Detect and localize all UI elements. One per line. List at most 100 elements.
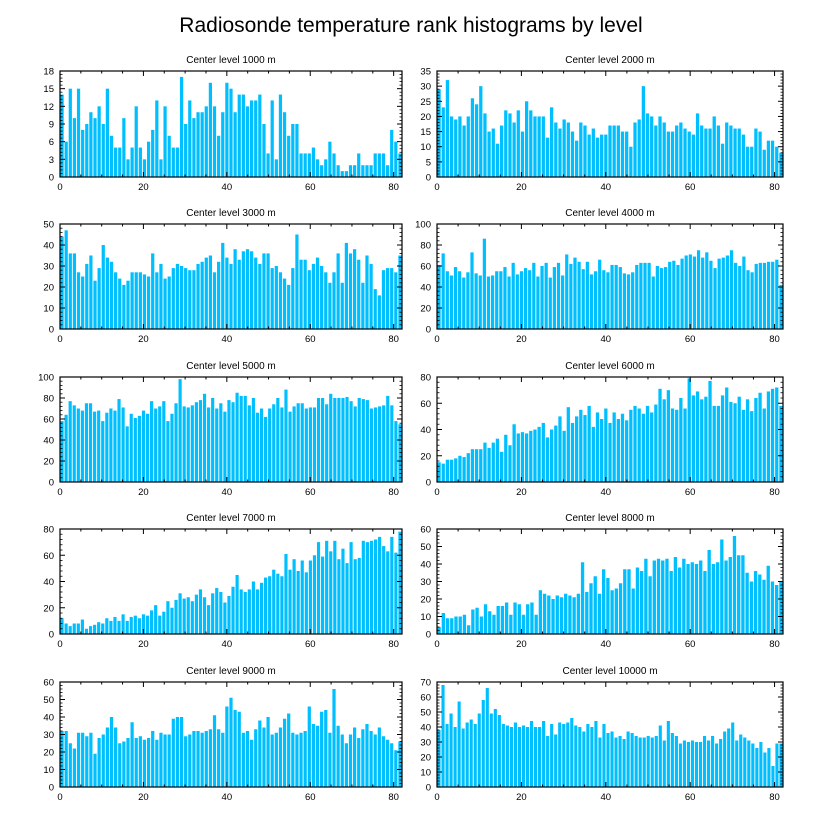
x-tick-label: 80 — [388, 334, 399, 345]
histogram-bar — [219, 592, 223, 634]
histogram-bar — [60, 421, 64, 482]
histogram-bar — [133, 615, 137, 635]
histogram-bar — [701, 257, 705, 329]
histogram-bar — [353, 559, 357, 634]
histogram-bar — [643, 262, 647, 329]
histogram-bar — [642, 737, 646, 787]
histogram-bar — [608, 125, 612, 177]
histogram-bar — [167, 135, 171, 177]
y-tick-label: 15 — [43, 84, 54, 95]
histogram-bar — [520, 131, 525, 177]
histogram-bar — [72, 118, 77, 177]
histogram-bar — [758, 574, 762, 634]
histogram-bar — [118, 278, 122, 329]
histogram-bar — [196, 112, 200, 177]
histogram-bar — [779, 581, 783, 634]
histogram-bar — [382, 546, 386, 634]
histogram-bar — [491, 442, 495, 483]
histogram-bar — [207, 605, 211, 635]
histogram-bar — [118, 743, 122, 787]
histogram-bar — [690, 562, 694, 634]
histogram-bar — [324, 159, 328, 177]
histogram-bar — [679, 398, 683, 482]
histogram-bar — [682, 740, 686, 787]
histogram-bar — [770, 388, 775, 482]
y-tick-label: 60 — [420, 262, 431, 273]
y-tick-label: 3 — [49, 155, 54, 166]
histogram-bar — [223, 411, 227, 482]
histogram-bar — [262, 124, 266, 177]
panel-title: Center level 1000 m — [186, 55, 276, 66]
histogram-bar — [625, 420, 629, 482]
histogram-bar — [507, 276, 511, 329]
histogram-bar — [711, 736, 715, 787]
histogram-bar — [81, 129, 85, 177]
histogram-bar — [566, 122, 570, 177]
histogram-bar — [556, 262, 561, 329]
histogram-bar — [328, 732, 332, 787]
y-tick-label: 20 — [43, 603, 54, 614]
histogram-bar — [491, 128, 495, 177]
histogram-bar — [361, 282, 365, 329]
histogram-bar — [159, 263, 163, 329]
histogram-bar — [377, 153, 381, 177]
histogram-bar — [215, 588, 219, 634]
histogram-bar — [462, 277, 466, 329]
histogram-bar — [357, 738, 361, 787]
histogram-bar — [458, 455, 462, 482]
histogram-bar — [130, 722, 134, 787]
y-tick-label: 0 — [49, 478, 54, 489]
histogram-bar — [72, 405, 76, 482]
histogram-bar — [254, 257, 258, 329]
histogram-bar — [76, 623, 80, 634]
histogram-bar — [316, 398, 321, 482]
y-tick-label: 60 — [420, 525, 431, 536]
histogram-bar — [523, 268, 528, 329]
histogram-bar — [622, 273, 627, 329]
histogram-bar — [97, 410, 101, 482]
histogram-bar — [200, 261, 204, 329]
x-tick-label: 60 — [685, 639, 696, 650]
histogram-bar — [471, 609, 475, 634]
histogram-bar — [754, 263, 758, 329]
x-tick-label: 40 — [600, 639, 611, 650]
y-tick-label: 12 — [43, 102, 54, 113]
histogram-bar — [304, 572, 308, 634]
histogram-bar — [672, 260, 676, 329]
histogram-bar — [237, 94, 241, 177]
histogram-bar — [211, 398, 215, 482]
figure-title: Radiosonde temperature rank histograms b… — [179, 14, 642, 37]
histogram-bar — [668, 261, 672, 329]
histogram-bar — [233, 249, 237, 329]
histogram-bar — [612, 125, 616, 177]
histogram-bar — [276, 573, 280, 635]
histogram-bar — [525, 727, 530, 787]
histogram-bar — [80, 410, 84, 482]
histogram-bar — [188, 734, 192, 787]
histogram-bar — [76, 732, 81, 787]
histogram-bar — [654, 736, 658, 787]
histogram-bar — [141, 614, 146, 634]
histogram-bar — [145, 413, 150, 482]
histogram-bar — [732, 536, 737, 634]
histogram-bar — [656, 558, 661, 634]
histogram-bar — [618, 583, 623, 634]
histogram-bar — [175, 147, 180, 177]
histogram-bar — [462, 125, 466, 177]
histogram-bar — [151, 129, 155, 177]
histogram-bar — [712, 405, 716, 483]
x-tick-label: 20 — [138, 639, 149, 650]
histogram-bar — [600, 419, 604, 482]
y-tick-label: 50 — [43, 220, 54, 231]
histogram-bar — [529, 721, 534, 787]
histogram-bar — [97, 622, 101, 634]
histogram-bar — [307, 153, 311, 177]
histogram-bar — [715, 562, 720, 634]
histogram-bar — [336, 253, 340, 329]
histogram-bar — [381, 270, 386, 329]
histogram-bar — [280, 576, 284, 634]
panel-title: Center level 8000 m — [565, 513, 655, 524]
y-tick-label: 0 — [426, 173, 431, 184]
histogram-bar — [186, 407, 190, 482]
plot-frame — [436, 223, 784, 330]
